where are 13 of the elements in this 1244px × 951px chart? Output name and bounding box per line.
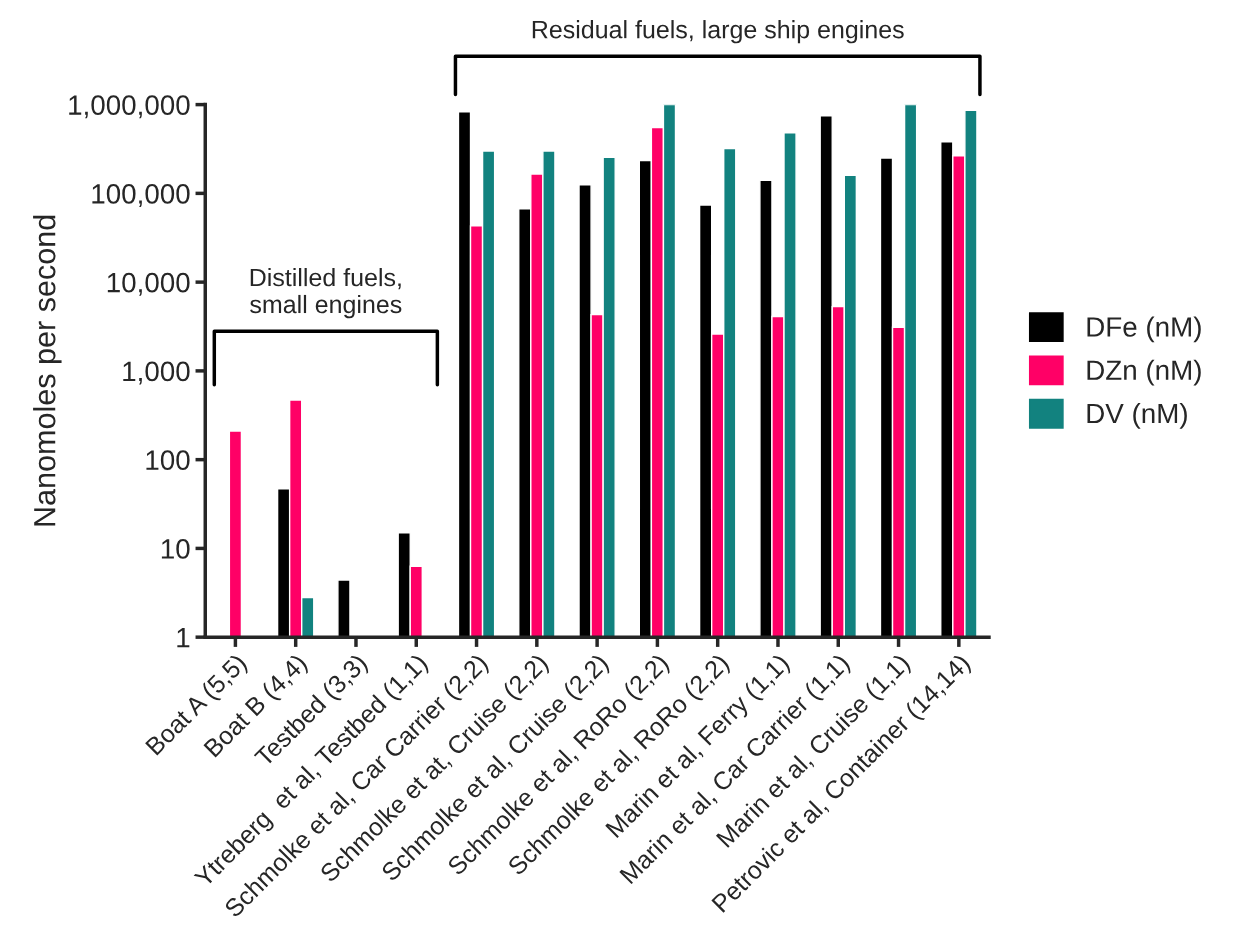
text: Residual fuels, large ship engines <box>532 20 904 44</box>
legend-label: DV (nM) <box>1087 402 1187 429</box>
y-tick-label: 100,000 <box>92 184 190 207</box>
legend-label: DFe (nM) <box>1087 316 1201 343</box>
annotation: Distilled fuels, small engines <box>250 268 402 319</box>
y-tick-label: 10 <box>161 539 190 559</box>
y-tick-label: 1,000 <box>123 361 190 385</box>
y-axis-title: Nanomoles per second <box>33 215 62 526</box>
y-tick-label: 1,000,000 <box>69 95 190 119</box>
y-tick-label: 1 <box>177 628 190 648</box>
legend-label: DZn (nM) <box>1087 359 1201 386</box>
y-tick-label: 10,000 <box>107 272 190 296</box>
y-tick-label: 100 <box>146 450 190 470</box>
